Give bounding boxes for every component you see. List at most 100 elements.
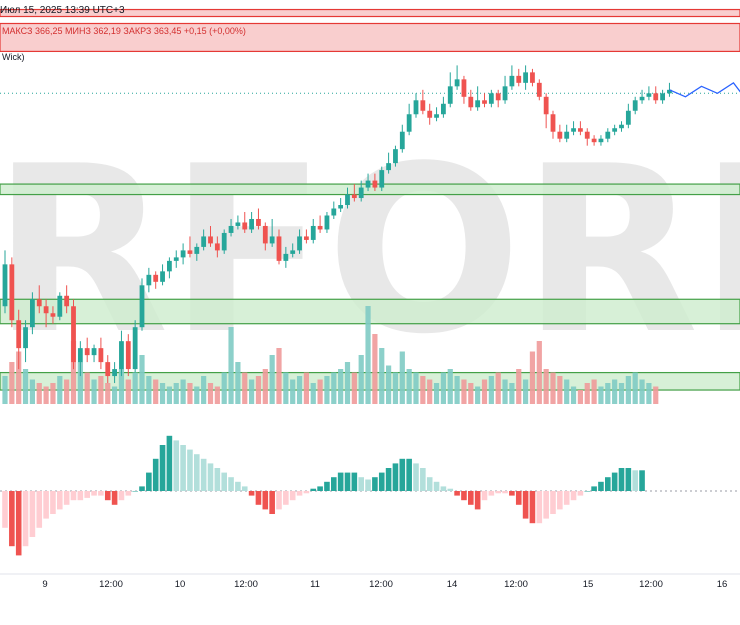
candle-body <box>523 72 528 83</box>
oscillator-bar <box>70 491 77 501</box>
oscillator-bar <box>584 491 591 492</box>
volume-bar <box>488 376 494 404</box>
oscillator-bar <box>269 491 275 514</box>
volume-bar <box>612 379 618 404</box>
oscillator-bar <box>509 491 515 496</box>
volume-bar <box>84 372 90 404</box>
volume-bar <box>139 355 145 404</box>
candle-body <box>221 232 227 251</box>
x-tick-label: 9 <box>42 579 47 590</box>
oscillator-bar <box>454 491 460 496</box>
oscillator-bar <box>296 491 303 496</box>
candle-body <box>2 264 8 307</box>
volume-bar <box>570 386 577 404</box>
oscillator-bar <box>488 491 495 496</box>
candle-body <box>413 100 419 115</box>
volume-bar <box>118 369 125 404</box>
volume-bar <box>591 379 597 404</box>
candle-body <box>379 170 385 188</box>
volume-bar <box>468 383 474 404</box>
candle-body <box>201 236 207 247</box>
volume-bar <box>187 383 193 404</box>
oscillator-bar <box>474 491 481 510</box>
forecast-path <box>669 81 740 98</box>
oscillator-bar <box>392 463 399 491</box>
candle-body <box>249 218 254 230</box>
oscillator-bar <box>50 491 56 514</box>
oscillator-bar <box>529 491 536 524</box>
oscillator-bar <box>481 491 488 501</box>
volume-bar <box>618 383 625 404</box>
candle-body <box>194 246 200 254</box>
oscillator-bar <box>426 477 433 491</box>
oscillator-bar <box>29 491 36 537</box>
candle-body <box>139 285 145 328</box>
oscillator-bar <box>324 481 330 491</box>
oscillator-bar <box>104 491 111 501</box>
oscillator-bar <box>77 491 84 501</box>
oscillator-bar <box>420 468 426 491</box>
oscillator-bar <box>639 470 645 491</box>
volume-bar <box>523 379 529 404</box>
candle-body <box>160 271 165 282</box>
oscillator-bar <box>166 435 173 491</box>
candle-body <box>482 100 487 104</box>
candle-body <box>386 163 391 171</box>
oscillator-bar <box>43 491 49 519</box>
candle-body <box>502 86 508 101</box>
oscillator-bar <box>515 491 522 505</box>
volume-bar <box>379 348 385 404</box>
volume-bar <box>564 379 570 404</box>
x-tick-label: 12:00 <box>99 579 123 590</box>
volume-bar <box>324 376 330 404</box>
oscillator-bar <box>310 488 317 491</box>
x-tick-label: 12:00 <box>234 579 258 590</box>
x-tick-label: 15 <box>583 579 594 590</box>
oscillator-bar <box>406 458 412 491</box>
candle-body <box>256 218 261 226</box>
candle-body <box>399 131 405 150</box>
volume-bar <box>173 383 179 404</box>
x-tick-label: 16 <box>717 579 728 590</box>
volume-bar <box>406 369 412 404</box>
oscillator-bar <box>63 491 70 505</box>
volume-bar <box>632 372 638 404</box>
volume-bar <box>242 372 248 404</box>
volume-bar <box>9 362 15 404</box>
x-tick-label: 12:00 <box>369 579 393 590</box>
candle-body <box>393 149 398 164</box>
volume-bar <box>276 348 282 404</box>
candle-body <box>242 222 248 230</box>
oscillator-bar <box>255 491 262 505</box>
oscillator-bar <box>522 491 529 519</box>
volume-bar <box>639 379 645 404</box>
volume-bar <box>310 383 316 404</box>
candle-body <box>509 75 515 87</box>
volume-bar <box>290 379 296 404</box>
candle-body <box>276 236 282 261</box>
volume-bar <box>433 383 440 404</box>
candle-body <box>283 253 289 261</box>
oscillator-bar <box>2 491 8 528</box>
volume-bars <box>2 306 659 404</box>
candle-body <box>180 250 186 258</box>
x-tick-label: 12:00 <box>639 579 663 590</box>
candle-body <box>91 348 97 356</box>
candle-body <box>351 194 357 199</box>
volume-bar <box>43 386 49 404</box>
volume-bar <box>77 362 83 404</box>
candle-body <box>653 93 659 101</box>
candle-body <box>208 236 213 244</box>
oscillator-bar <box>536 491 543 524</box>
oscillator-bar <box>611 472 618 491</box>
candle-body <box>495 93 501 101</box>
oscillator-bar <box>598 481 604 491</box>
candle-body <box>64 295 70 307</box>
volume-bar <box>22 369 29 404</box>
oscillator-bar <box>262 491 269 510</box>
candle-body <box>30 299 35 328</box>
candle-body <box>317 225 323 230</box>
volume-bar <box>481 379 488 404</box>
